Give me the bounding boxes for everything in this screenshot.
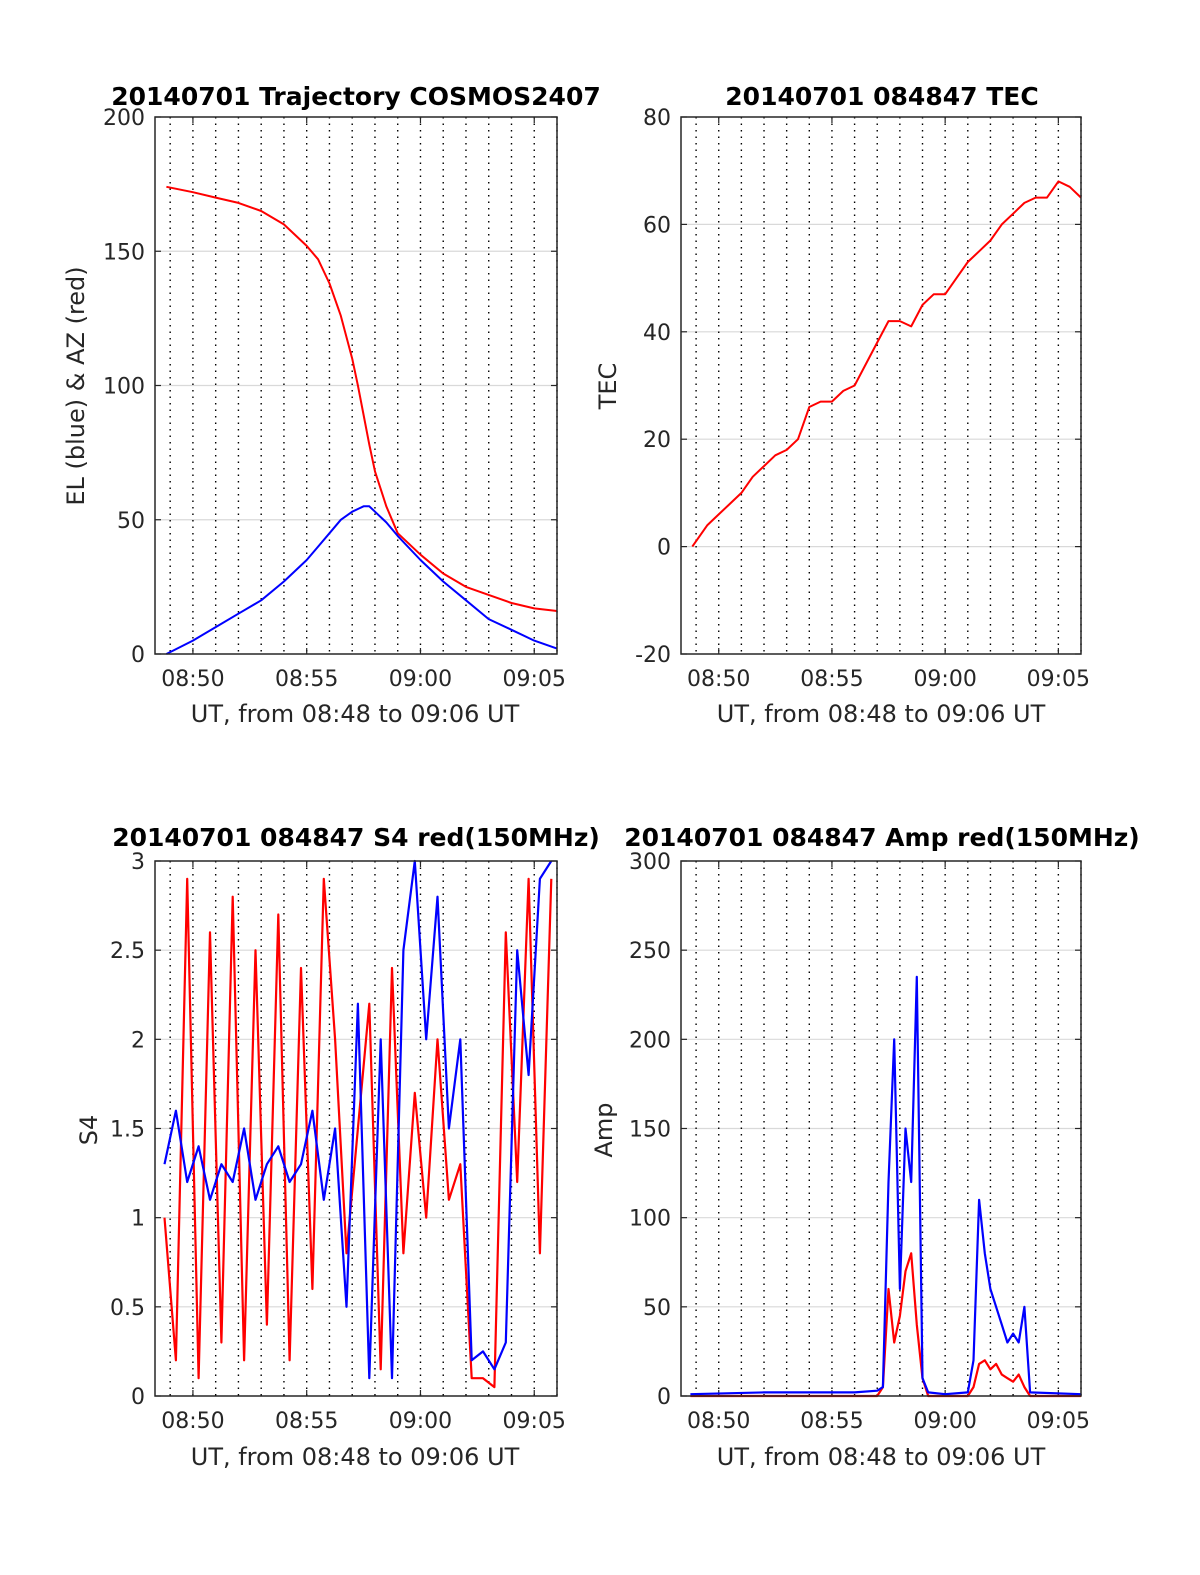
panel-tec: 20140701 084847 TEC UT, from 08:48 to 09…: [594, 82, 1090, 728]
y-tick-label: 0: [131, 1385, 145, 1410]
panel-tec-ylabel: TEC: [594, 363, 622, 411]
y-tick-label: 20: [643, 428, 671, 453]
panel-amp-ylabel: Amp: [590, 1102, 618, 1157]
panel-tec-xlabel: UT, from 08:48 to 09:06 UT: [717, 700, 1046, 728]
x-tick-label: 09:00: [913, 1409, 976, 1434]
y-tick-label: 3: [131, 850, 145, 875]
y-tick-label: 0.5: [110, 1296, 145, 1321]
axes-frame: [154, 116, 558, 655]
y-tick-label: 200: [103, 106, 145, 131]
x-tick-label: 08:50: [687, 1409, 750, 1434]
panel-trajectory: 20140701 Trajectory COSMOS2407 UT, from …: [62, 82, 601, 728]
y-tick-label: 200: [629, 1028, 671, 1053]
y-tick-label: 250: [629, 939, 671, 964]
panel-s4-ylabel: S4: [75, 1115, 103, 1146]
series-line-1: [166, 185, 558, 612]
x-tick-label: 09:00: [389, 667, 452, 692]
y-tick-label: -20: [635, 643, 671, 668]
panel-trajectory-title: 20140701 Trajectory COSMOS2407: [111, 82, 601, 111]
x-tick-label: 08:50: [687, 667, 750, 692]
series-line-2: [163, 859, 553, 1380]
series-line-1: [691, 180, 1082, 548]
y-tick-label: 100: [103, 375, 145, 400]
y-tick-label: 2.5: [110, 939, 145, 964]
panel-s4: 20140701 084847 S4 red(150MHz) UT, from …: [75, 823, 600, 1471]
axes-frame: [680, 860, 1082, 1397]
panel-s4-xlabel: UT, from 08:48 to 09:06 UT: [191, 1443, 520, 1471]
panel-trajectory-xlabel: UT, from 08:48 to 09:06 UT: [191, 700, 520, 728]
x-tick-label: 09:05: [1027, 667, 1090, 692]
panel-amp-plot: 0 50 100 150 200 250 300 08:50 08:55 09:00 09:05: [629, 850, 1090, 1434]
panel-amp-xlabel: UT, from 08:48 to 09:06 UT: [717, 1443, 1046, 1471]
panel-s4-plot: 0 0.5 1 1.5 2 2.5 3 08:50 08:55 09:00 09:05: [110, 850, 566, 1434]
x-tick-label: 08:55: [800, 1409, 863, 1434]
x-tick-label: 08:55: [275, 667, 338, 692]
axes-frame: [680, 116, 1082, 655]
y-tick-label: 1: [131, 1207, 145, 1232]
panel-tec-title: 20140701 084847 TEC: [725, 82, 1038, 111]
x-tick-label: 08:50: [161, 667, 224, 692]
y-tick-label: 0: [131, 643, 145, 668]
y-tick-label: 2: [131, 1028, 145, 1053]
x-tick-label: 09:05: [503, 667, 566, 692]
series-line-2: [690, 975, 1082, 1396]
y-tick-label: 150: [103, 240, 145, 265]
y-tick-label: 50: [643, 1296, 671, 1321]
axes-frame: [154, 860, 558, 1397]
y-tick-label: 80: [643, 106, 671, 131]
panel-trajectory-ylabel: EL (blue) & AZ (red): [62, 266, 90, 505]
panel-tec-plot: -20 0 20 40 60 80 08:50 08:55 09:00 09:05: [635, 106, 1090, 692]
y-tick-label: 0: [657, 536, 671, 561]
y-tick-label: 300: [629, 850, 671, 875]
panel-s4-title: 20140701 084847 S4 red(150MHz): [112, 823, 600, 852]
x-tick-label: 08:55: [800, 667, 863, 692]
y-tick-label: 50: [117, 509, 145, 534]
panel-amp: 20140701 084847 Amp red(150MHz) UT, from…: [590, 823, 1140, 1471]
y-tick-label: 150: [629, 1118, 671, 1143]
panel-amp-title: 20140701 084847 Amp red(150MHz): [624, 823, 1140, 852]
x-tick-label: 09:05: [503, 1409, 566, 1434]
x-tick-label: 08:50: [161, 1409, 224, 1434]
panel-trajectory-plot: 0 50 100 150 200 08:50 08:55 09:00 09:05: [103, 106, 566, 692]
series-line-1: [163, 877, 553, 1389]
series-line-2: [165, 505, 558, 655]
y-tick-label: 100: [629, 1207, 671, 1232]
x-tick-label: 09:05: [1027, 1409, 1090, 1434]
x-tick-label: 09:00: [389, 1409, 452, 1434]
y-tick-label: 0: [657, 1385, 671, 1410]
y-tick-label: 40: [643, 321, 671, 346]
y-tick-label: 1.5: [110, 1118, 145, 1143]
x-tick-label: 08:55: [275, 1409, 338, 1434]
y-tick-label: 60: [643, 213, 671, 238]
x-tick-label: 09:00: [913, 667, 976, 692]
